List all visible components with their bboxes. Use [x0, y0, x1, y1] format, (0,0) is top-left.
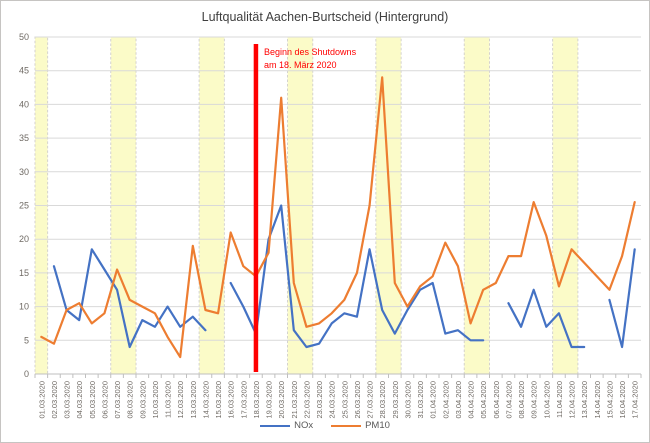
chart-title: Luftqualität Aachen-Burtscheid (Hintergr… — [201, 10, 449, 24]
svg-text:06.03.2020: 06.03.2020 — [100, 381, 109, 419]
chart-legend: NOx PM10 — [1, 420, 649, 431]
svg-text:01.04.2020: 01.04.2020 — [429, 381, 438, 419]
svg-text:17.04.2020: 17.04.2020 — [631, 381, 640, 419]
svg-text:15.03.2020: 15.03.2020 — [214, 381, 223, 419]
legend-line-pm10-icon — [331, 424, 362, 427]
svg-text:23.03.2020: 23.03.2020 — [315, 381, 324, 419]
svg-text:05.03.2020: 05.03.2020 — [88, 381, 97, 419]
svg-text:16.04.2020: 16.04.2020 — [618, 381, 627, 419]
svg-text:31.03.2020: 31.03.2020 — [416, 381, 425, 419]
svg-text:02.03.2020: 02.03.2020 — [50, 381, 59, 419]
svg-text:10: 10 — [19, 302, 29, 312]
svg-text:30: 30 — [19, 167, 29, 177]
svg-text:30.03.2020: 30.03.2020 — [403, 381, 412, 419]
svg-text:09.04.2020: 09.04.2020 — [530, 381, 539, 419]
svg-text:13.04.2020: 13.04.2020 — [580, 381, 589, 419]
svg-text:02.04.2020: 02.04.2020 — [441, 381, 450, 419]
svg-text:35: 35 — [19, 133, 29, 143]
svg-text:03.03.2020: 03.03.2020 — [63, 381, 72, 419]
svg-text:03.04.2020: 03.04.2020 — [454, 381, 463, 419]
svg-text:24.03.2020: 24.03.2020 — [328, 381, 337, 419]
svg-text:15.04.2020: 15.04.2020 — [605, 381, 614, 419]
svg-text:40: 40 — [19, 99, 29, 109]
legend-line-nox-icon — [260, 424, 291, 427]
legend-item-pm10: PM10 — [331, 420, 390, 431]
svg-text:09.03.2020: 09.03.2020 — [138, 381, 147, 419]
svg-text:07.03.2020: 07.03.2020 — [113, 381, 122, 419]
legend-item-nox: NOx — [260, 420, 313, 431]
svg-text:19.03.2020: 19.03.2020 — [265, 381, 274, 419]
svg-text:17.03.2020: 17.03.2020 — [239, 381, 248, 419]
legend-label-pm10: PM10 — [365, 420, 390, 431]
svg-text:01.03.2020: 01.03.2020 — [37, 381, 46, 419]
legend-label-nox: NOx — [294, 420, 314, 431]
svg-text:08.03.2020: 08.03.2020 — [126, 381, 135, 419]
svg-text:16.03.2020: 16.03.2020 — [227, 381, 236, 419]
svg-text:21.03.2020: 21.03.2020 — [290, 381, 299, 419]
svg-text:25: 25 — [19, 201, 29, 211]
svg-text:25.03.2020: 25.03.2020 — [340, 381, 349, 419]
svg-text:29.03.2020: 29.03.2020 — [391, 381, 400, 419]
svg-text:08.04.2020: 08.04.2020 — [517, 381, 526, 419]
annotation-line1: Beginn des Shutdowns — [264, 47, 357, 57]
shutdown-annotation: Beginn des Shutdowns am 18. März 2020 — [264, 46, 356, 72]
svg-text:12.03.2020: 12.03.2020 — [176, 381, 185, 419]
svg-text:50: 50 — [19, 32, 29, 42]
svg-text:20: 20 — [19, 234, 29, 244]
svg-text:18.03.2020: 18.03.2020 — [252, 381, 261, 419]
svg-text:13.03.2020: 13.03.2020 — [189, 381, 198, 419]
svg-text:22.03.2020: 22.03.2020 — [302, 381, 311, 419]
svg-text:14.03.2020: 14.03.2020 — [201, 381, 210, 419]
svg-text:05.04.2020: 05.04.2020 — [479, 381, 488, 419]
svg-text:26.03.2020: 26.03.2020 — [353, 381, 362, 419]
annotation-line2: am 18. März 2020 — [264, 60, 337, 70]
svg-text:28.03.2020: 28.03.2020 — [378, 381, 387, 419]
svg-text:5: 5 — [24, 335, 29, 345]
svg-text:0: 0 — [24, 369, 29, 379]
svg-text:27.03.2020: 27.03.2020 — [366, 381, 375, 419]
svg-text:04.04.2020: 04.04.2020 — [467, 381, 476, 419]
svg-text:11.03.2020: 11.03.2020 — [164, 381, 173, 418]
svg-text:10.03.2020: 10.03.2020 — [151, 381, 160, 419]
svg-text:04.03.2020: 04.03.2020 — [75, 381, 84, 419]
svg-text:06.04.2020: 06.04.2020 — [492, 381, 501, 419]
svg-text:14.04.2020: 14.04.2020 — [593, 381, 602, 419]
svg-text:10.04.2020: 10.04.2020 — [542, 381, 551, 419]
svg-text:11.04.2020: 11.04.2020 — [555, 381, 564, 418]
svg-text:07.04.2020: 07.04.2020 — [504, 381, 513, 419]
svg-text:45: 45 — [19, 66, 29, 76]
svg-text:20.03.2020: 20.03.2020 — [277, 381, 286, 419]
svg-text:15: 15 — [19, 268, 29, 278]
svg-text:12.04.2020: 12.04.2020 — [568, 381, 577, 419]
